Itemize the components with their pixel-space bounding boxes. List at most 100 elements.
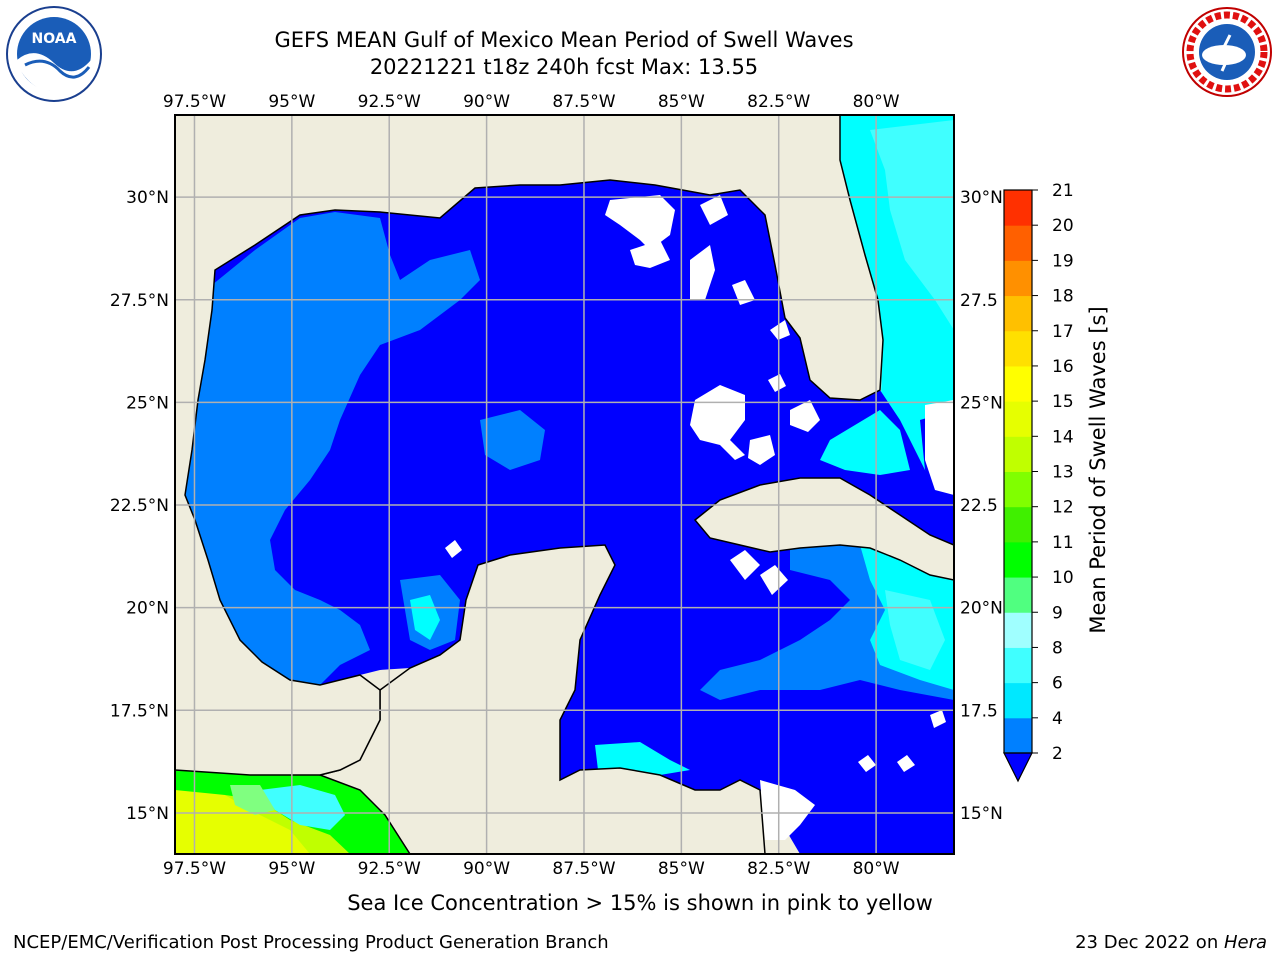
footer-branch: NCEP/EMC/Verification Post Processing Pr… bbox=[13, 932, 609, 953]
caption-text: Sea Ice Concentration > 15% is shown in … bbox=[347, 891, 933, 915]
lon-tick-label-bottom: 90°W bbox=[463, 859, 510, 879]
missing-data-patch bbox=[630, 240, 670, 268]
lat-tick-label-right: 27.5 bbox=[960, 291, 998, 311]
colorbar-segment bbox=[1004, 577, 1032, 613]
missing-data-patch bbox=[605, 195, 675, 250]
colorbar-segment bbox=[1004, 647, 1032, 684]
mexico-west-land bbox=[175, 115, 884, 776]
lat-tick-label-right: 22.5 bbox=[960, 496, 998, 516]
missing-data-patch bbox=[925, 400, 954, 495]
colorbar-segment bbox=[1004, 365, 1032, 402]
missing-data-patch bbox=[690, 245, 715, 300]
atlantic-cyan-patch bbox=[870, 120, 954, 330]
honduras-gulf-cyan bbox=[595, 742, 690, 775]
campeche-cyan bbox=[410, 595, 440, 640]
gulf-west-lighter bbox=[185, 212, 480, 685]
missing-data-patch bbox=[858, 755, 876, 772]
missing-data-patch bbox=[730, 550, 760, 580]
footer-date: 23 Dec 2022 on Hera bbox=[1075, 932, 1267, 953]
colorbar-segment bbox=[1004, 541, 1032, 578]
lon-tick-label-bottom: 97.5°W bbox=[163, 859, 226, 879]
colorbar-tick-label: 19 bbox=[1052, 251, 1074, 271]
colorbar-tick-label: 14 bbox=[1052, 427, 1074, 447]
colorbar-tick-label: 4 bbox=[1052, 709, 1063, 729]
sea-ice-caption: Sea Ice Concentration > 15% is shown in … bbox=[0, 891, 1280, 915]
colorbar-segment bbox=[1004, 682, 1032, 719]
footer-date-text: 23 Dec 2022 on bbox=[1075, 932, 1224, 953]
lon-tick-label-bottom: 92.5°W bbox=[358, 859, 421, 879]
colorbar-tick-label: 2 bbox=[1052, 744, 1063, 764]
gulf-mid-lighter bbox=[480, 410, 545, 470]
missing-data-patch bbox=[790, 400, 820, 432]
missing-data-patch bbox=[732, 280, 755, 305]
lat-tick-label-left: 27.5°N bbox=[110, 291, 169, 311]
missing-data-patch bbox=[748, 435, 775, 465]
colorbar-tick-label: 18 bbox=[1052, 287, 1074, 307]
lon-tick-label-top: 90°W bbox=[463, 92, 510, 112]
lat-tick-label-left: 15°N bbox=[126, 804, 169, 824]
colorbar-tick-label: 10 bbox=[1052, 568, 1074, 588]
noaa-logo-text: NOAA bbox=[32, 31, 77, 47]
pacific-region-cyan bbox=[260, 785, 345, 830]
colorbar-segment bbox=[1004, 471, 1032, 508]
footer-machine: Hera bbox=[1223, 932, 1267, 953]
lat-tick-label-right: 20°N bbox=[960, 599, 1003, 619]
colorbar-tick-label: 6 bbox=[1052, 674, 1063, 694]
map-tick-labels: 97.5°W 97.5°W 95°W 95°W 92.5°W 92.5°W 90°W 90°W… bbox=[110, 92, 1003, 879]
lat-tick-label-left: 22.5°N bbox=[110, 496, 169, 516]
colorbar: 2 4 6 8 9 10 11 12 13 14 15 16 17 18 19 20 21 bbox=[1003, 181, 1074, 783]
map-area bbox=[175, 115, 954, 854]
pacific-region-yellow bbox=[175, 790, 310, 854]
caribbean-light-cyan bbox=[885, 590, 945, 670]
pacific-region-lightgreen bbox=[230, 785, 275, 815]
map-subtitle: 20221221 t18z 240h fcst Max: 13.55 bbox=[369, 55, 759, 79]
colorbar-segment bbox=[1004, 436, 1032, 472]
colorbar-tick-label: 11 bbox=[1052, 533, 1074, 553]
colorbar-tick-label: 16 bbox=[1052, 357, 1074, 377]
colorbar-tick-label: 8 bbox=[1052, 638, 1063, 658]
lon-tick-label-bottom: 82.5°W bbox=[747, 859, 810, 879]
colorbar-extend-triangle bbox=[1003, 752, 1033, 783]
lon-tick-label-bottom: 95°W bbox=[268, 859, 315, 879]
lat-tick-label-left: 17.5°N bbox=[110, 701, 169, 721]
lon-tick-label-bottom: 80°W bbox=[853, 859, 900, 879]
colorbar-tick-label: 12 bbox=[1052, 498, 1074, 518]
colorbar-tick-label: 17 bbox=[1052, 322, 1074, 342]
colorbar-segment bbox=[1004, 260, 1032, 297]
missing-data-patch bbox=[445, 540, 462, 558]
lon-tick-label-top: 80°W bbox=[853, 92, 900, 112]
lat-tick-label-left: 25°N bbox=[126, 393, 169, 413]
lon-tick-label-bottom: 87.5°W bbox=[552, 859, 615, 879]
colorbar-segment bbox=[1004, 330, 1032, 367]
lon-tick-label-bottom: 85°W bbox=[658, 859, 705, 879]
colorbar-tick-label: 21 bbox=[1052, 181, 1074, 201]
lon-tick-label-top: 87.5°W bbox=[552, 92, 615, 112]
missing-data-patch bbox=[690, 385, 745, 460]
lon-tick-label-top: 97.5°W bbox=[163, 92, 226, 112]
map-grid bbox=[175, 115, 954, 854]
colorbar-tick-label: 9 bbox=[1052, 603, 1063, 623]
missing-data-patch bbox=[930, 710, 946, 728]
lon-tick-label-top: 92.5°W bbox=[358, 92, 421, 112]
colorbar-segment bbox=[1004, 612, 1032, 648]
lon-tick-label-top: 95°W bbox=[268, 92, 315, 112]
colorbar-segment bbox=[1004, 295, 1032, 332]
missing-data-patch bbox=[768, 374, 786, 392]
lat-tick-label-left: 30°N bbox=[126, 188, 169, 208]
lat-tick-label-right: 15°N bbox=[960, 804, 1003, 824]
missing-data-patch bbox=[897, 755, 915, 772]
lat-tick-label-right: 17.5 bbox=[960, 701, 998, 721]
missing-data-patch bbox=[760, 565, 788, 595]
nws-logo bbox=[1178, 5, 1276, 99]
missing-data-patch bbox=[700, 195, 728, 225]
colorbar-segment bbox=[1004, 190, 1032, 226]
colorbar-tick-label: 15 bbox=[1052, 392, 1074, 412]
colorbar-segment bbox=[1004, 225, 1032, 261]
missing-data-patch bbox=[760, 780, 815, 840]
florida-strait-cyan bbox=[820, 410, 910, 475]
colorbar-segment bbox=[1004, 717, 1032, 754]
colorbar-segment bbox=[1004, 401, 1032, 437]
lat-tick-label-right: 25°N bbox=[960, 393, 1003, 413]
lat-tick-label-right: 30°N bbox=[960, 188, 1003, 208]
